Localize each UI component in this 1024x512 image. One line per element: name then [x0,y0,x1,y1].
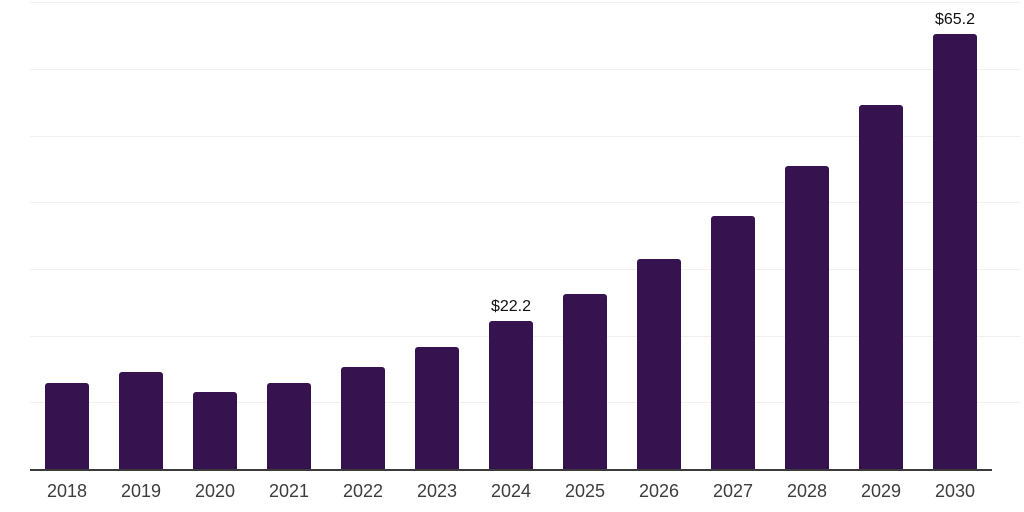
bar [341,367,385,469]
bar-cell [326,0,400,469]
x-tick-label: 2026 [638,481,680,501]
bar [489,321,533,469]
bar [785,165,829,469]
bar-cell: $22.2 [474,0,548,469]
x-tick-label: 2021 [268,481,310,501]
bar-cell [770,0,844,469]
bar [415,347,459,469]
x-tick-label: 2028 [786,481,828,501]
bar [859,105,903,469]
bar-cell [622,0,696,469]
bar [267,383,311,469]
bar-cell [696,0,770,469]
gridline [30,269,1020,271]
gridline [30,202,1020,204]
gridline [30,69,1020,71]
bar [563,293,607,469]
gridline [30,2,1020,4]
x-axis-labels: 2018 2019 2020 2021 2022 2023 2024 2025 2026 2027… [30,481,992,502]
bar-cell [400,0,474,469]
x-axis-line [30,469,992,471]
bar-value-label: $65.2 [934,11,976,29]
bar [711,215,755,469]
bar [637,259,681,469]
bar [933,34,977,469]
x-tick-label: 2019 [120,481,162,501]
x-tick-label: 2022 [342,481,384,501]
x-tick-label: 2025 [564,481,606,501]
x-tick-label: 2029 [860,481,902,501]
x-tick-label: 2023 [416,481,458,501]
x-tick-label: 2024 [490,481,532,501]
bar [45,383,89,469]
x-tick-label: 2020 [194,481,236,501]
x-tick-label: 2027 [712,481,754,501]
x-tick-label: 2018 [46,481,88,501]
bar-cell [548,0,622,469]
bar-cell [178,0,252,469]
bar [119,372,163,469]
x-tick-label: 2030 [934,481,976,501]
bar [193,392,237,469]
bar-cell [252,0,326,469]
bar-value-label: $22.2 [490,298,532,315]
bar-cell [104,0,178,469]
plot-area: $22.2 $65.2 [30,0,992,469]
bar-cell [30,0,104,469]
bar-cell: $65.2 [918,0,992,469]
bar-cell [844,0,918,469]
gridline [30,135,1020,137]
